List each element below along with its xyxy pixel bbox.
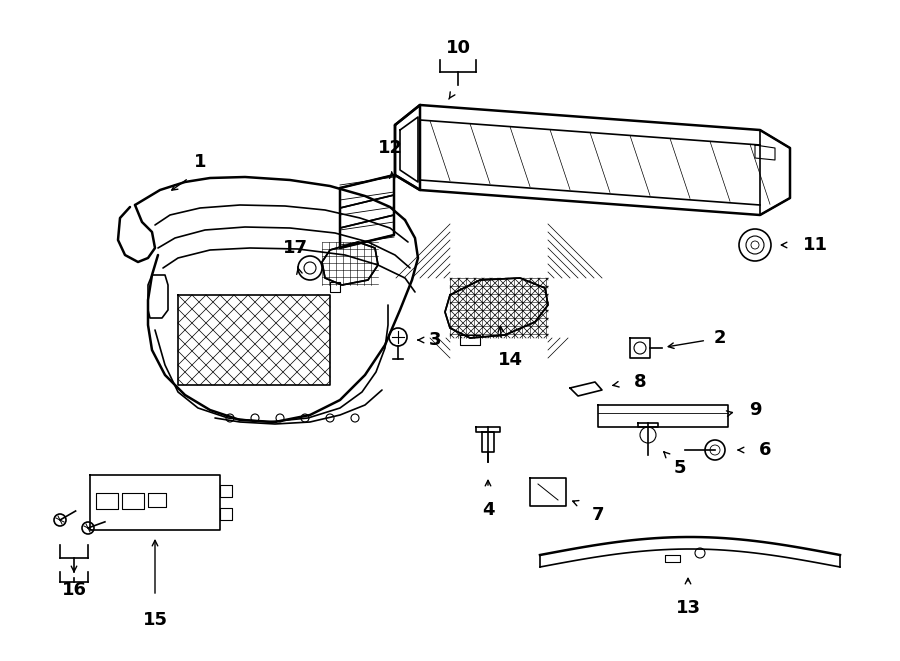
Text: 3: 3 (428, 331, 441, 349)
Text: 17: 17 (283, 239, 308, 257)
Text: 10: 10 (446, 39, 471, 57)
Text: 16: 16 (61, 581, 86, 599)
Text: 7: 7 (592, 506, 604, 524)
Text: 5: 5 (674, 459, 686, 477)
Text: 12: 12 (377, 139, 402, 157)
Text: 13: 13 (676, 599, 700, 617)
Text: 6: 6 (759, 441, 771, 459)
Text: 2: 2 (714, 329, 726, 347)
Text: 1: 1 (194, 153, 206, 171)
Text: 4: 4 (482, 501, 494, 519)
Text: 11: 11 (803, 236, 827, 254)
Text: 8: 8 (634, 373, 646, 391)
Text: 15: 15 (142, 611, 167, 629)
Text: 9: 9 (749, 401, 761, 419)
Text: 14: 14 (498, 351, 523, 369)
